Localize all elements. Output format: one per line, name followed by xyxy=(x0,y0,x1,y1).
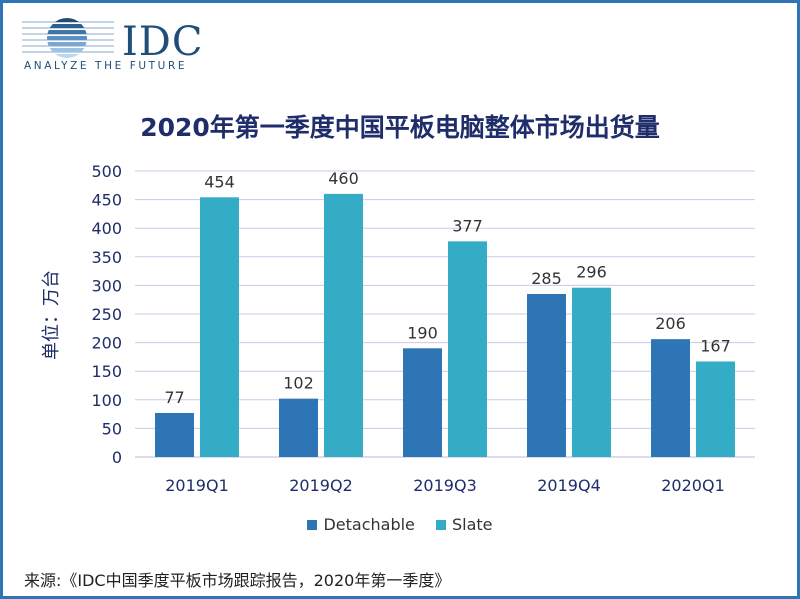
legend-label-detachable: Detachable xyxy=(323,515,415,534)
bar-detachable xyxy=(155,412,194,457)
bar-detachable xyxy=(279,398,318,457)
y-tick-label: 500 xyxy=(91,162,122,181)
data-label: 77 xyxy=(164,388,184,407)
legend-label-slate: Slate xyxy=(452,515,493,534)
logo-brand: IDC xyxy=(122,19,204,65)
x-tick-label: 2020Q1 xyxy=(661,476,725,495)
y-tick-label: 400 xyxy=(91,219,122,238)
x-tick-label: 2019Q3 xyxy=(413,476,477,495)
y-tick-label: 50 xyxy=(102,419,122,438)
x-tick-label: 2019Q1 xyxy=(165,476,229,495)
logo-tagline: ANALYZE THE FUTURE xyxy=(24,60,188,72)
legend-swatch-slate xyxy=(436,520,446,530)
legend: Detachable Slate xyxy=(0,515,800,534)
data-label: 454 xyxy=(204,172,235,191)
y-tick-label: 150 xyxy=(91,362,122,381)
legend-item-detachable: Detachable xyxy=(307,515,415,534)
bar-detachable xyxy=(403,348,442,457)
data-label: 167 xyxy=(700,336,731,355)
source-note: 来源:《IDC中国季度平板市场跟踪报告，2020年第一季度》 xyxy=(24,571,451,590)
y-tick-label: 450 xyxy=(91,191,122,210)
data-label: 190 xyxy=(407,323,438,342)
y-tick-label: 250 xyxy=(91,305,122,324)
data-label: 296 xyxy=(576,263,607,282)
x-tick-label: 2019Q4 xyxy=(537,476,601,495)
idc-logo: IDC xyxy=(22,14,202,74)
bar-slate xyxy=(324,193,363,457)
bar-slate xyxy=(200,197,239,457)
y-tick-label: 350 xyxy=(91,248,122,267)
chart-title: 2020年第一季度中国平板电脑整体市场出货量 xyxy=(140,113,660,142)
legend-item-slate: Slate xyxy=(436,515,493,534)
bar-detachable xyxy=(651,339,690,457)
data-label: 102 xyxy=(283,374,314,393)
data-label: 377 xyxy=(452,216,483,235)
globe-icon xyxy=(22,18,114,58)
bar-slate xyxy=(696,361,735,457)
data-label: 460 xyxy=(328,169,359,188)
x-tick-label: 2019Q2 xyxy=(289,476,353,495)
y-tick-label: 200 xyxy=(91,334,122,353)
y-tick-label: 100 xyxy=(91,391,122,410)
data-label: 206 xyxy=(655,314,686,333)
bar-slate xyxy=(572,287,611,457)
data-label: 285 xyxy=(531,269,562,288)
y-tick-label: 0 xyxy=(112,448,122,467)
y-tick-label: 300 xyxy=(91,276,122,295)
bar-detachable xyxy=(527,293,566,457)
legend-swatch-detachable xyxy=(307,520,318,530)
bar-slate xyxy=(448,241,487,457)
